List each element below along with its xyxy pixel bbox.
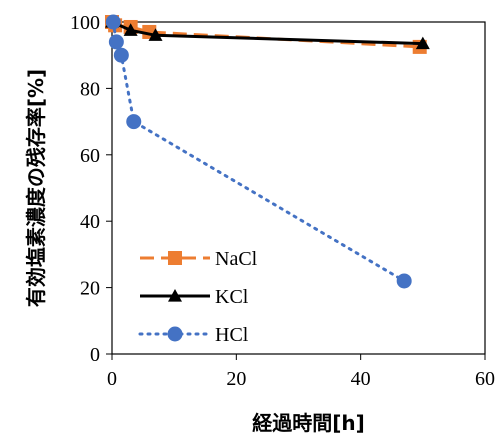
- y-axis-ticks: 0 20 40 60 80 100: [70, 12, 112, 366]
- data-point-square: [168, 251, 182, 265]
- legend-label: HCl: [215, 324, 249, 346]
- y-tick-label: 100: [70, 12, 100, 34]
- data-point-circle: [105, 14, 121, 30]
- y-tick-label: 80: [80, 78, 100, 100]
- legend: NaCl KCl HCl: [138, 248, 258, 346]
- x-tick-label: 0: [107, 368, 117, 390]
- legend-item-kcl: KCl: [140, 286, 249, 308]
- x-tick-label: 40: [351, 368, 371, 390]
- y-tick-label: 0: [90, 344, 100, 366]
- data-point-triangle: [168, 289, 182, 302]
- x-tick-label: 60: [475, 368, 495, 390]
- x-axis-title: 経過時間[h]: [252, 411, 365, 435]
- data-point-circle: [167, 326, 183, 342]
- legend-label: NaCl: [215, 248, 258, 270]
- y-tick-label: 60: [80, 145, 100, 167]
- data-point-triangle: [148, 28, 163, 41]
- data-point-circle: [113, 47, 129, 63]
- plot-border: [111, 21, 486, 355]
- series-line: [111, 20, 423, 46]
- data-point-circle: [108, 34, 124, 50]
- series-line: [111, 20, 406, 283]
- legend-item-hcl: HCl: [138, 324, 249, 346]
- data-point-circle: [126, 114, 142, 130]
- x-axis-ticks: 0 20 40 60: [107, 354, 495, 390]
- series-hcl: [105, 14, 412, 289]
- x-tick-label: 20: [226, 368, 246, 390]
- legend-label: KCl: [215, 286, 249, 308]
- y-axis-title: 有効塩素濃度の残存率[%]: [24, 69, 48, 307]
- data-point-circle: [396, 273, 412, 289]
- plot-area: [111, 21, 486, 355]
- series-kcl: [105, 15, 430, 50]
- legend-item-nacl: NaCl: [140, 248, 258, 270]
- series-layer: [105, 14, 430, 289]
- y-tick-label: 40: [80, 211, 100, 233]
- y-tick-label: 20: [80, 278, 100, 300]
- data-point-triangle: [123, 23, 138, 36]
- data-point-triangle: [415, 36, 430, 50]
